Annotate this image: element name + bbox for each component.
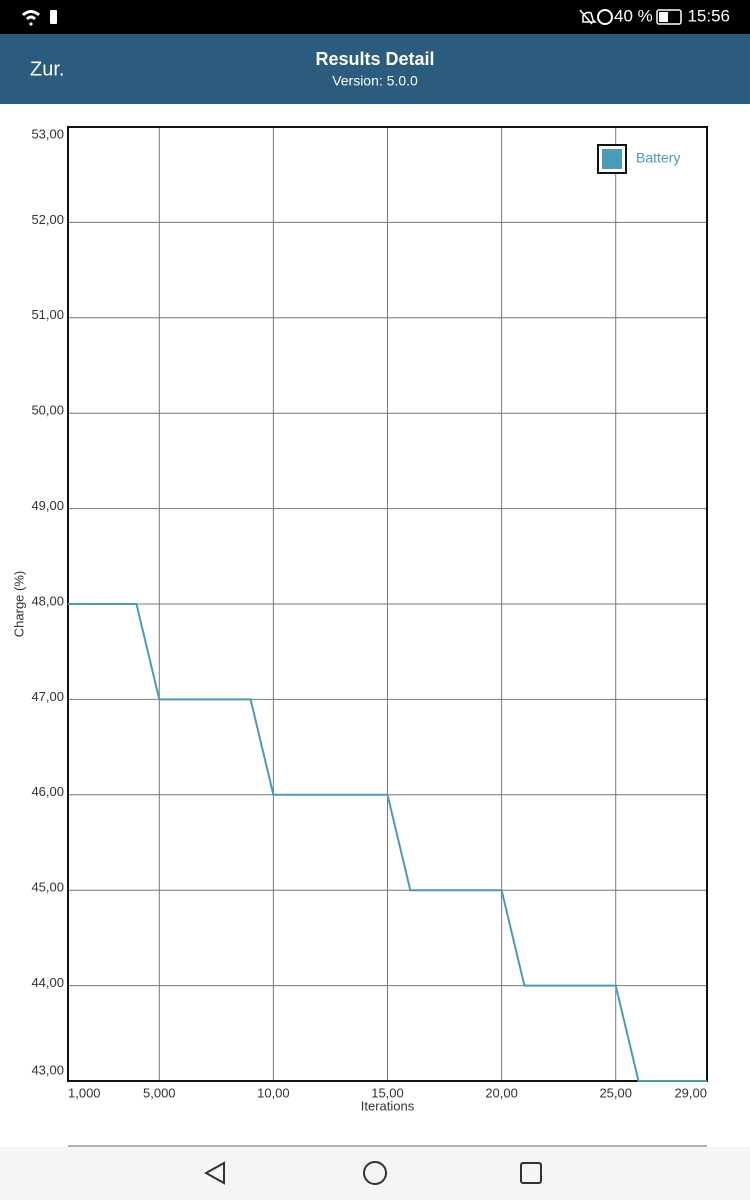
x-tick-label: 29,00 — [674, 1085, 707, 1100]
battery-icon — [656, 9, 682, 25]
status-icons — [22, 9, 682, 26]
speed-icon — [597, 9, 613, 25]
mute-icon — [579, 9, 597, 25]
clock: 15:56 — [687, 6, 730, 25]
legend-label: Battery — [636, 150, 680, 166]
y-tick-label: 46,00 — [31, 784, 64, 799]
header-title: Results Detail — [315, 49, 434, 69]
sim-icon — [50, 10, 57, 24]
y-tick-label: 45,00 — [31, 880, 64, 895]
y-tick-label: 50,00 — [31, 403, 64, 418]
y-axis-label: Charge (%) — [11, 571, 26, 637]
y-tick-label: 52,00 — [31, 212, 64, 227]
wifi-icon — [22, 10, 40, 26]
y-tick-label: 43,00 — [31, 1062, 64, 1077]
app-header — [0, 34, 750, 104]
header-subtitle: Version: 5.0.0 — [332, 73, 418, 89]
battery-level — [659, 12, 668, 22]
nav-home[interactable] — [363, 1161, 387, 1185]
y-tick-label: 51,00 — [31, 307, 64, 322]
x-tick-label: 20,00 — [485, 1085, 518, 1100]
y-tick-label: 53,00 — [31, 126, 64, 141]
status-bar — [0, 0, 750, 34]
nav-back[interactable] — [203, 1161, 225, 1185]
y-tick-label: 48,00 — [31, 593, 64, 608]
x-axis-label: Iterations — [361, 1098, 415, 1113]
legend-swatch — [602, 149, 622, 169]
chart: 43,00 44,00 45,00 46,00 47,00 48,00 49,00 50,00… — [11, 126, 708, 1113]
x-tick-label: 5,000 — [143, 1085, 176, 1100]
y-tick-label: 47,00 — [31, 689, 64, 704]
y-tick-label: 49,00 — [31, 498, 64, 513]
y-tick-label: 44,00 — [31, 975, 64, 990]
x-tick-label: 1,000 — [68, 1085, 101, 1100]
battery-text: 40 % — [614, 6, 653, 25]
x-tick-label: 25,00 — [599, 1085, 632, 1100]
back-button[interactable]: Zur. — [30, 58, 64, 80]
x-tick-label: 15,00 — [371, 1085, 404, 1100]
data-line — [68, 603, 707, 1082]
nav-recent[interactable] — [520, 1162, 542, 1184]
x-tick-label: 10,00 — [257, 1085, 290, 1100]
nav-bar — [0, 1147, 750, 1200]
